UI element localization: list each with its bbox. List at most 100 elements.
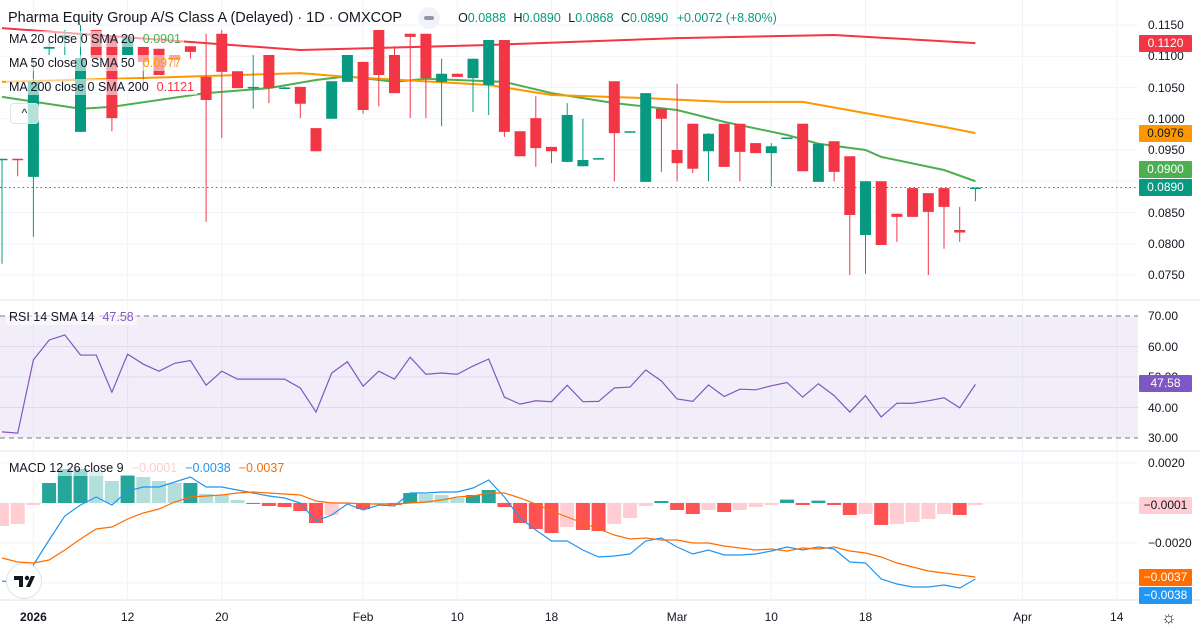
- candle-body: [640, 93, 652, 182]
- candle[interactable]: [184, 46, 196, 59]
- macd-histogram-bar: [481, 490, 496, 503]
- candle[interactable]: [0, 158, 8, 264]
- ma200-price-badge: 0.1120: [1139, 35, 1192, 52]
- rsi-band-fill: [0, 316, 1138, 438]
- candle[interactable]: [200, 33, 212, 222]
- candle[interactable]: [593, 158, 605, 160]
- candle[interactable]: [263, 55, 275, 104]
- candle[interactable]: [514, 131, 526, 157]
- candle[interactable]: [969, 187, 981, 202]
- legend-ma50[interactable]: MA 50 close 0 SMA 50 0.0977: [6, 55, 184, 71]
- candle[interactable]: [875, 181, 887, 245]
- candle-body: [655, 108, 667, 119]
- candle[interactable]: [640, 93, 652, 182]
- candle[interactable]: [451, 73, 463, 77]
- candle[interactable]: [687, 123, 699, 174]
- legend-macd[interactable]: MACD 12 26 close 9 −0.0001 −0.0038 −0.0037: [6, 460, 288, 476]
- macd-histogram-bar: [246, 503, 261, 504]
- time-axis-label: 2026: [20, 610, 47, 624]
- candle[interactable]: [812, 143, 824, 182]
- candle-body: [294, 86, 306, 104]
- candle[interactable]: [216, 30, 228, 139]
- macd-pane: [0, 469, 983, 589]
- candle[interactable]: [938, 188, 950, 249]
- candle[interactable]: [389, 46, 400, 94]
- symbol-title[interactable]: Pharma Equity Group A/S Class A (Delayed…: [8, 10, 403, 26]
- macd-histogram-bar: [309, 503, 323, 523]
- candle[interactable]: [655, 108, 667, 172]
- candle[interactable]: [561, 103, 573, 162]
- rsi-band: [0, 315, 1138, 439]
- candle-body: [216, 33, 228, 72]
- macd-histogram-bar: [466, 495, 480, 503]
- macd-histogram-bar: [261, 503, 276, 506]
- candle[interactable]: [546, 146, 557, 164]
- candle-body: [797, 123, 809, 172]
- candle[interactable]: [765, 143, 777, 187]
- macd-histogram-bar: [842, 503, 857, 515]
- candle[interactable]: [781, 137, 793, 140]
- macd-histogram-bar: [780, 499, 794, 503]
- macd-histogram-bar: [199, 494, 214, 503]
- candle[interactable]: [373, 30, 385, 107]
- candle[interactable]: [279, 86, 291, 89]
- candle[interactable]: [357, 61, 369, 114]
- legend-ma200[interactable]: MA 200 close 0 SMA 200 0.1121: [6, 79, 197, 95]
- candle[interactable]: [907, 188, 919, 217]
- candle-body: [546, 146, 557, 152]
- gear-icon[interactable]: ☼: [1161, 608, 1177, 627]
- candle-body: [907, 188, 919, 217]
- candle[interactable]: [734, 123, 746, 182]
- macd-axis-label: 0.0020: [1148, 456, 1185, 470]
- candle[interactable]: [247, 55, 259, 109]
- legend-macd-value: −0.0038: [185, 461, 231, 475]
- rsi-value-badge: 47.58: [1139, 375, 1192, 392]
- candle[interactable]: [12, 158, 24, 177]
- macd-histogram-bar: [0, 503, 9, 526]
- macd-histogram-bar: [591, 503, 606, 531]
- candle[interactable]: [530, 96, 542, 167]
- candle-body: [467, 58, 479, 79]
- candle[interactable]: [232, 71, 243, 89]
- macd-histogram-bar: [152, 481, 166, 503]
- candle[interactable]: [703, 133, 714, 182]
- time-axis-label: 12: [121, 610, 135, 624]
- candle[interactable]: [498, 40, 510, 137]
- candle-body: [561, 115, 573, 162]
- macd-histogram-bar: [528, 503, 543, 529]
- candle[interactable]: [483, 40, 495, 115]
- hide-icon[interactable]: [418, 7, 441, 29]
- candle[interactable]: [922, 193, 934, 275]
- candle[interactable]: [326, 81, 338, 119]
- low-label: L: [568, 11, 576, 25]
- candle[interactable]: [671, 83, 683, 182]
- candle[interactable]: [797, 123, 809, 172]
- candle[interactable]: [891, 213, 903, 242]
- candle-body: [232, 71, 243, 89]
- legend-rsi[interactable]: RSI 14 SMA 14 47.58: [6, 309, 137, 325]
- close-value: 0.0890: [629, 11, 669, 25]
- candle[interactable]: [420, 33, 432, 119]
- high-label: H: [513, 11, 523, 25]
- candle[interactable]: [404, 33, 416, 119]
- change-value: +0.0072 (+8.80%): [676, 11, 777, 25]
- legend-ma20[interactable]: MA 20 close 0 SMA 20 0.0901: [6, 31, 184, 47]
- candle[interactable]: [844, 156, 856, 275]
- candle[interactable]: [436, 58, 448, 127]
- candle[interactable]: [828, 141, 840, 182]
- candle[interactable]: [577, 118, 589, 167]
- tradingview-logo[interactable]: [6, 563, 42, 599]
- candle[interactable]: [608, 81, 620, 182]
- candle[interactable]: [860, 181, 871, 274]
- candle[interactable]: [467, 58, 479, 112]
- candle[interactable]: [341, 55, 353, 82]
- candle[interactable]: [750, 143, 762, 154]
- collapse-legend-button[interactable]: ^: [10, 103, 39, 124]
- candle[interactable]: [294, 86, 306, 119]
- candle[interactable]: [718, 123, 730, 167]
- candle[interactable]: [954, 206, 966, 242]
- candle[interactable]: [310, 128, 322, 152]
- macd-histogram-bar: [403, 493, 418, 503]
- candle[interactable]: [624, 131, 636, 133]
